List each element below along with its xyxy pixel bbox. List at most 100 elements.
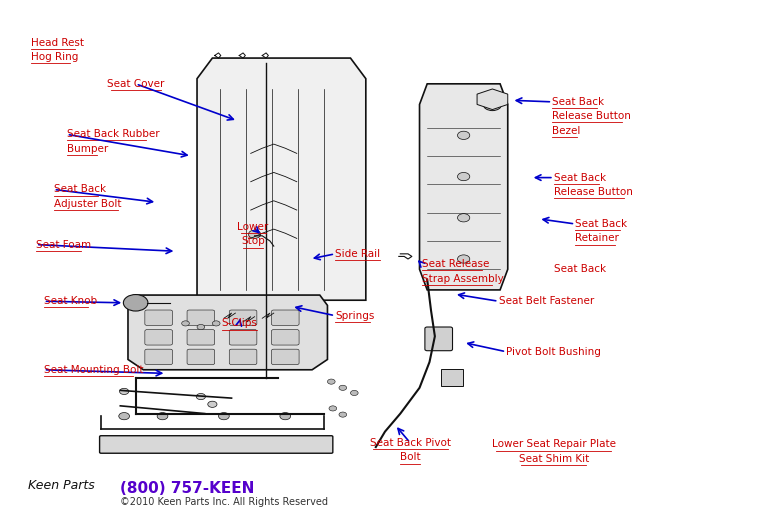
Text: Lower: Lower	[237, 222, 269, 232]
Circle shape	[119, 412, 129, 420]
Circle shape	[157, 412, 168, 420]
Text: Seat Mounting Bolt: Seat Mounting Bolt	[44, 365, 143, 375]
FancyBboxPatch shape	[272, 349, 299, 365]
Text: Seat Release: Seat Release	[422, 259, 489, 269]
Text: Strap Assembly: Strap Assembly	[422, 274, 504, 283]
Circle shape	[208, 401, 217, 407]
FancyBboxPatch shape	[187, 310, 215, 325]
Text: Pivot Bolt Bushing: Pivot Bolt Bushing	[506, 347, 601, 357]
Text: Release Button: Release Button	[554, 187, 633, 197]
FancyBboxPatch shape	[441, 369, 464, 386]
Text: Seat Shim Kit: Seat Shim Kit	[519, 454, 589, 464]
Circle shape	[182, 321, 189, 326]
Circle shape	[339, 412, 346, 417]
Text: Release Button: Release Button	[552, 111, 631, 121]
Text: Lower Seat Repair Plate: Lower Seat Repair Plate	[492, 439, 616, 450]
Text: Head Rest: Head Rest	[31, 38, 83, 48]
Text: Seat Back: Seat Back	[554, 264, 606, 275]
Text: Retainer: Retainer	[575, 234, 619, 243]
Text: Seat Back: Seat Back	[552, 97, 604, 107]
Circle shape	[197, 324, 205, 329]
PathPatch shape	[197, 58, 366, 300]
Text: Seat Back: Seat Back	[554, 172, 606, 182]
Text: Bolt: Bolt	[400, 452, 420, 463]
Text: Adjuster Bolt: Adjuster Bolt	[54, 199, 121, 209]
Text: Seat Cover: Seat Cover	[107, 79, 164, 89]
Circle shape	[327, 379, 335, 384]
Text: Release Button: Release Button	[554, 187, 633, 197]
Text: ©2010 Keen Parts Inc. All Rights Reserved: ©2010 Keen Parts Inc. All Rights Reserve…	[120, 497, 328, 507]
Circle shape	[457, 172, 470, 181]
Text: Head Rest: Head Rest	[31, 38, 83, 48]
Text: (800) 757-KEEN: (800) 757-KEEN	[120, 481, 255, 496]
Text: Stop: Stop	[241, 237, 265, 247]
Circle shape	[249, 230, 261, 238]
Circle shape	[123, 295, 148, 311]
Text: Seat Back: Seat Back	[54, 184, 105, 194]
Text: Bolt: Bolt	[400, 452, 420, 463]
Text: Springs: Springs	[335, 311, 374, 321]
FancyBboxPatch shape	[187, 329, 215, 345]
Text: Seat Back Pivot: Seat Back Pivot	[370, 438, 450, 448]
Circle shape	[219, 412, 229, 420]
PathPatch shape	[128, 295, 327, 370]
Text: Side Rail: Side Rail	[335, 249, 380, 259]
Text: Seat Belt Fastener: Seat Belt Fastener	[498, 296, 594, 306]
Text: Adjuster Bolt: Adjuster Bolt	[54, 199, 121, 209]
FancyBboxPatch shape	[187, 349, 215, 365]
Text: Seat Release: Seat Release	[422, 259, 489, 269]
Text: Hog Ring: Hog Ring	[31, 52, 78, 62]
Text: S-Clips: S-Clips	[221, 319, 257, 328]
Circle shape	[119, 388, 129, 395]
FancyBboxPatch shape	[229, 349, 257, 365]
PathPatch shape	[477, 89, 507, 110]
Text: Seat Knob: Seat Knob	[44, 296, 97, 306]
Text: Seat Foam: Seat Foam	[36, 239, 91, 250]
PathPatch shape	[420, 84, 507, 290]
Text: S-Clips: S-Clips	[221, 319, 257, 328]
Text: Bezel: Bezel	[552, 126, 581, 136]
Text: Retainer: Retainer	[575, 234, 619, 243]
FancyBboxPatch shape	[229, 329, 257, 345]
Text: Keen Parts: Keen Parts	[28, 479, 95, 492]
Text: Seat Knob: Seat Knob	[44, 296, 97, 306]
FancyBboxPatch shape	[229, 310, 257, 325]
Circle shape	[350, 391, 358, 396]
Text: Springs: Springs	[335, 311, 374, 321]
Circle shape	[329, 406, 336, 411]
Text: Strap Assembly: Strap Assembly	[422, 274, 504, 283]
FancyBboxPatch shape	[272, 329, 299, 345]
Text: Bezel: Bezel	[552, 126, 581, 136]
Text: Seat Back: Seat Back	[575, 219, 628, 229]
FancyBboxPatch shape	[145, 310, 172, 325]
FancyBboxPatch shape	[272, 310, 299, 325]
Circle shape	[339, 385, 346, 391]
Text: Hog Ring: Hog Ring	[31, 52, 78, 62]
Text: Seat Back: Seat Back	[54, 184, 105, 194]
Text: Lower Seat Repair Plate: Lower Seat Repair Plate	[492, 439, 616, 450]
FancyBboxPatch shape	[425, 327, 453, 351]
Text: Seat Back: Seat Back	[552, 97, 604, 107]
Circle shape	[213, 321, 220, 326]
Text: Lower: Lower	[237, 222, 269, 232]
Circle shape	[484, 98, 501, 111]
Text: Seat Mounting Bolt: Seat Mounting Bolt	[44, 365, 143, 375]
Text: Seat Back Pivot: Seat Back Pivot	[370, 438, 450, 448]
Text: Seat Shim Kit: Seat Shim Kit	[519, 454, 589, 464]
Circle shape	[280, 412, 290, 420]
Circle shape	[457, 131, 470, 139]
Text: Seat Back Rubber: Seat Back Rubber	[66, 130, 159, 139]
Circle shape	[196, 394, 206, 400]
Circle shape	[457, 213, 470, 222]
Text: Release Button: Release Button	[552, 111, 631, 121]
Text: Side Rail: Side Rail	[335, 249, 380, 259]
FancyBboxPatch shape	[145, 349, 172, 365]
Circle shape	[457, 255, 470, 263]
Text: Seat Foam: Seat Foam	[36, 239, 91, 250]
Text: Seat Back: Seat Back	[575, 219, 628, 229]
Text: Seat Back: Seat Back	[554, 172, 606, 182]
Text: Bumper: Bumper	[66, 143, 108, 154]
Text: Bumper: Bumper	[66, 143, 108, 154]
Text: Seat Back Rubber: Seat Back Rubber	[66, 130, 159, 139]
Text: Stop: Stop	[241, 237, 265, 247]
